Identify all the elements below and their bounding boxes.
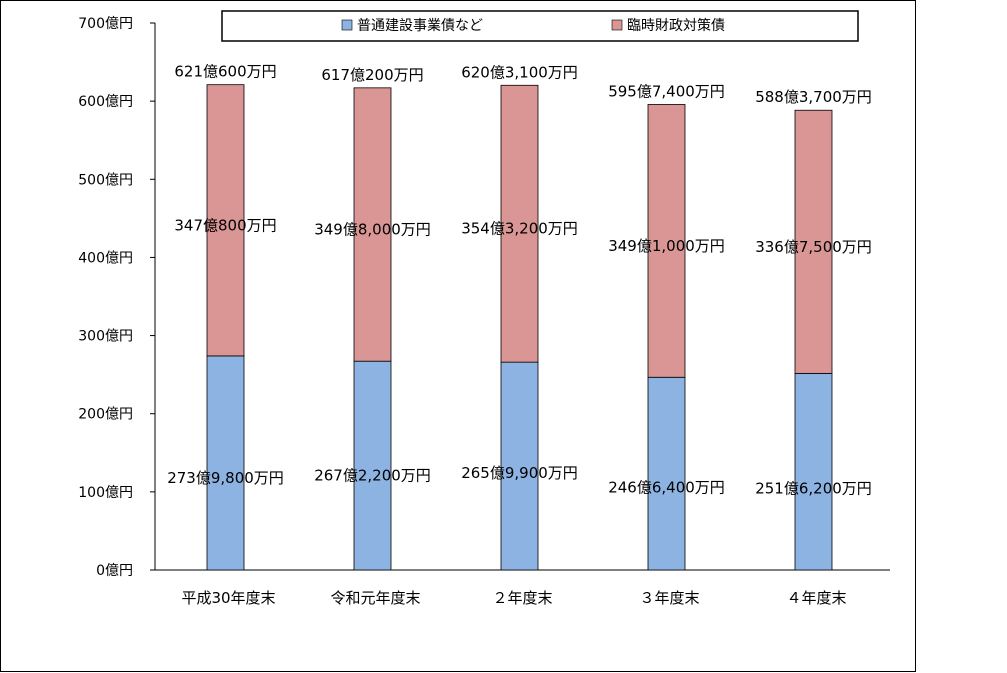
data-label-public-works: 267億2,200万円 <box>314 467 431 485</box>
legend-swatch-extraordinary-finance <box>611 19 623 31</box>
data-label-extraordinary-finance: 349億8,000万円 <box>314 221 431 239</box>
y-tick-label: 0億円 <box>96 563 133 579</box>
bar-segment-extraordinary-finance <box>353 87 392 362</box>
data-label-total: 621億600万円 <box>174 63 276 81</box>
y-tick-label: 100億円 <box>78 485 133 501</box>
data-label-total: 620億3,100万円 <box>461 63 578 81</box>
y-tick-label: 200億円 <box>78 407 133 423</box>
data-label-extraordinary-finance: 349億1,000万円 <box>608 237 725 255</box>
legend-label-public-works: 普通建設事業債など <box>357 18 483 34</box>
legend: 普通建設事業債など 臨時財政対策債 <box>221 10 859 42</box>
x-tick-label: ４年度末 <box>786 589 846 607</box>
y-tick-label: 500億円 <box>78 172 133 188</box>
bar-segment-extraordinary-finance <box>794 109 833 374</box>
data-label-total: 588億3,700万円 <box>755 88 872 106</box>
bar-segment-public-works <box>647 376 686 571</box>
legend-label-extraordinary-finance: 臨時財政対策債 <box>627 17 725 34</box>
bar-segment-extraordinary-finance <box>206 84 245 357</box>
legend-swatch-public-works <box>341 19 353 31</box>
bar-segment-public-works <box>794 372 833 571</box>
bar-segment-public-works <box>500 361 539 571</box>
legend-box <box>221 10 859 42</box>
y-tick-label: 300億円 <box>78 329 133 345</box>
data-label-extraordinary-finance: 336億7,500万円 <box>755 238 872 256</box>
bar-segment-extraordinary-finance <box>500 84 539 363</box>
x-tick-label: 令和元年度末 <box>330 589 420 607</box>
data-label-total: 617億200万円 <box>321 66 423 84</box>
y-tick-label: 600億円 <box>78 94 133 110</box>
x-tick-label: ２年度末 <box>492 589 552 607</box>
data-label-public-works: 273億9,800万円 <box>167 469 284 487</box>
bar-segment-extraordinary-finance <box>647 104 686 378</box>
data-label-total: 595億7,400万円 <box>608 82 725 100</box>
data-label-extraordinary-finance: 347億800万円 <box>174 216 276 234</box>
data-label-public-works: 265億9,900万円 <box>461 464 578 482</box>
data-label-extraordinary-finance: 354億3,200万円 <box>461 220 578 238</box>
x-tick-label: 平成30年度末 <box>181 589 275 607</box>
bar-segment-public-works <box>353 360 392 571</box>
y-tick-label: 400億円 <box>78 250 133 266</box>
x-tick-label: ３年度末 <box>639 589 699 607</box>
data-label-public-works: 251億6,200万円 <box>755 480 872 498</box>
bar-segment-public-works <box>206 355 245 571</box>
axes: 0億円 100億円 200億円 300億円 400億円 500億円 600億円 700億円 <box>78 16 890 579</box>
y-tick-label: 700億円 <box>78 16 133 32</box>
bars <box>206 84 833 571</box>
data-label-public-works: 246億6,400万円 <box>608 479 725 497</box>
